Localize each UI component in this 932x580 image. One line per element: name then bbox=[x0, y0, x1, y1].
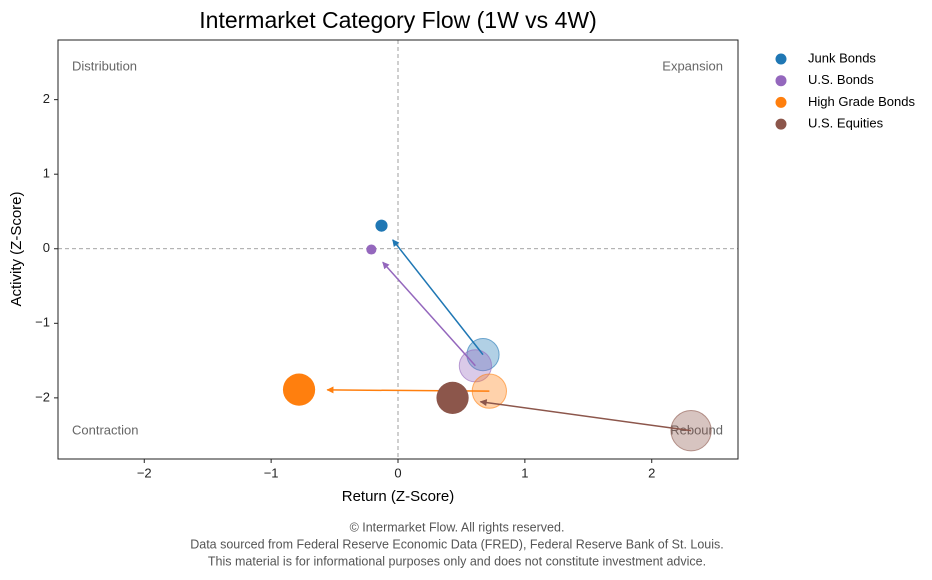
legend-marker bbox=[775, 53, 787, 65]
y-tick-label: 0 bbox=[43, 240, 50, 255]
legend-marker bbox=[775, 96, 787, 108]
x-tick-label: 1 bbox=[521, 465, 528, 480]
x-tick-label: 2 bbox=[648, 465, 655, 480]
y-tick-label: 1 bbox=[43, 166, 50, 181]
y-tick-label: −1 bbox=[35, 315, 50, 330]
quadrant-label: Distribution bbox=[72, 58, 137, 73]
chart-title: Intermarket Category Flow (1W vs 4W) bbox=[199, 7, 596, 33]
y-tick-label: 2 bbox=[43, 91, 50, 106]
legend-marker bbox=[775, 118, 787, 130]
y-axis-label: Activity (Z-Score) bbox=[8, 191, 25, 306]
x-tick-label: 0 bbox=[394, 465, 401, 480]
footer-line: © Intermarket Flow. All rights reserved. bbox=[350, 520, 565, 534]
x-tick-label: −2 bbox=[137, 465, 152, 480]
point-1w bbox=[375, 219, 388, 232]
point-1w bbox=[366, 244, 377, 255]
legend-label: High Grade Bonds bbox=[808, 94, 915, 109]
quadrant-label: Rebound bbox=[670, 422, 723, 437]
legend-label: U.S. Equities bbox=[808, 116, 884, 131]
footer-line: This material is for informational purpo… bbox=[208, 554, 706, 568]
quadrant-label: Expansion bbox=[662, 58, 723, 73]
legend-marker bbox=[775, 75, 787, 87]
quadrant-label: Contraction bbox=[72, 422, 138, 437]
point-1w bbox=[282, 373, 316, 406]
flow-arrow bbox=[382, 261, 476, 367]
y-tick-label: −2 bbox=[35, 389, 50, 404]
legend-label: Junk Bonds bbox=[808, 50, 876, 65]
x-axis-label: Return (Z-Score) bbox=[342, 488, 455, 505]
flow-arrow bbox=[392, 239, 484, 356]
flow-arrow bbox=[479, 399, 692, 432]
x-tick-label: −1 bbox=[264, 465, 279, 480]
point-1w bbox=[436, 381, 469, 414]
plot-frame bbox=[57, 39, 739, 460]
legend-label: U.S. Bonds bbox=[808, 72, 874, 87]
footer-line: Data sourced from Federal Reserve Econom… bbox=[190, 537, 724, 551]
